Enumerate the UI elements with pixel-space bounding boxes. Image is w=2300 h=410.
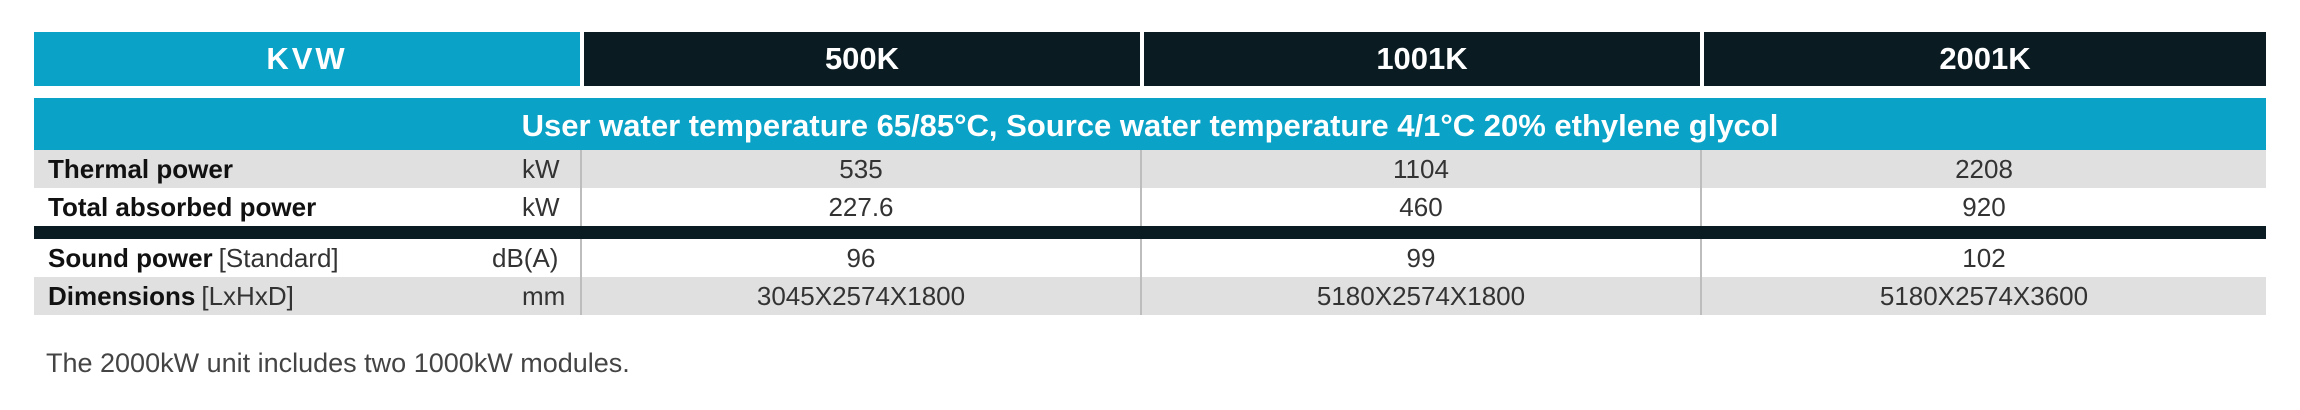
row-label-text: Thermal power [48, 153, 233, 184]
header-row: KVW 500K 1001K 2001K [34, 32, 2266, 86]
model-header-2001k: 2001K [1700, 32, 2266, 86]
row-value: 460 [1140, 188, 1700, 226]
table-row: Sound power [Standard] dB(A) 96 99 102 [34, 239, 2266, 277]
row-unit: dB(A) [492, 242, 559, 273]
table-row: Total absorbed power kW 227.6 460 920 [34, 188, 2266, 226]
row-label-text: Total absorbed power [48, 191, 317, 222]
row-unit: mm [522, 280, 566, 311]
table-row: Thermal power kW 535 1104 2208 [34, 150, 2266, 188]
model-header-500k: 500K [580, 32, 1140, 86]
series-header: KVW [34, 32, 580, 86]
row-label-qualifier: [LxHxD] [201, 280, 294, 311]
row-value: 3045X2574X1800 [580, 277, 1140, 315]
row-value: 535 [580, 150, 1140, 188]
row-value: 227.6 [580, 188, 1140, 226]
row-label: Dimensions [LxHxD] [34, 277, 466, 315]
row-value: 920 [1700, 188, 2266, 226]
footnote: The 2000kW unit includes two 1000kW modu… [46, 348, 630, 378]
header-gap [34, 86, 2266, 98]
row-value: 99 [1140, 239, 1700, 277]
row-label-text: Sound power [48, 242, 213, 273]
row-value: 96 [580, 239, 1140, 277]
row-unit: kW [522, 153, 560, 184]
condition-banner: User water temperature 65/85°C, Source w… [34, 98, 2266, 150]
row-value: 5180X2574X1800 [1140, 277, 1700, 315]
row-value: 102 [1700, 239, 2266, 277]
table-row: Dimensions [LxHxD] mm 3045X2574X1800 518… [34, 277, 2266, 315]
row-label: Thermal power [34, 150, 466, 188]
spec-table: KVW 500K 1001K 2001K User water temperat… [34, 32, 2266, 315]
row-label: Total absorbed power [34, 188, 466, 226]
section-divider [34, 226, 2266, 239]
model-header-1001k: 1001K [1140, 32, 1700, 86]
row-value: 1104 [1140, 150, 1700, 188]
row-label-qualifier: [Standard] [218, 242, 339, 273]
row-unit: kW [522, 191, 560, 222]
row-value: 5180X2574X3600 [1700, 277, 2266, 315]
row-value: 2208 [1700, 150, 2266, 188]
row-label-text: Dimensions [48, 280, 196, 311]
row-label: Sound power [Standard] [34, 239, 466, 277]
